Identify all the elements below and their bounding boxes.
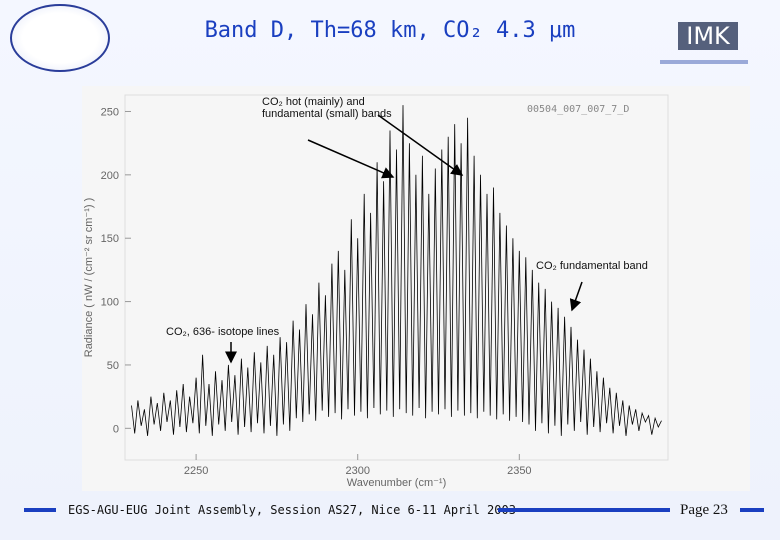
y-axis-label: Radiance ( nW / (cm⁻² sr cm⁻¹) ) [83, 198, 95, 358]
spectrum-line [131, 105, 662, 436]
arrow [307, 139, 395, 179]
imk-logo: IMK [660, 12, 748, 64]
page-number: Page 23 [680, 502, 728, 518]
arrows [225, 114, 583, 364]
annotation: CO₂ fundamental band [536, 260, 648, 272]
y-tick-label: 50 [107, 360, 119, 372]
annotation: CO₂ hot (mainly) and fundamental (small)… [262, 96, 392, 120]
footer-bar [740, 508, 764, 512]
plot-id: 00504_007_007_7_D [527, 104, 630, 115]
slide-title: Band D, Th=68 km, CO₂ 4.3 μm [204, 18, 576, 43]
x-axis-label: Wavenumber (cm⁻¹) [347, 477, 447, 489]
y-tick-label: 200 [101, 170, 119, 182]
logo-text: IMK [678, 22, 738, 50]
plot-frame [124, 94, 669, 461]
x-tick-label: 2350 [507, 465, 531, 477]
institute-logo [10, 4, 110, 72]
annotation: CO₂, 636- isotope lines [166, 326, 280, 338]
footer: EGS-AGU-EUG Joint Assembly, Session AS27… [68, 503, 516, 517]
x-tick-label: 2300 [345, 465, 369, 477]
y-tick-label: 150 [101, 233, 119, 245]
arrow [569, 281, 583, 312]
footer-bar [498, 508, 670, 512]
footer-bar [24, 508, 56, 512]
y-tick-label: 250 [101, 106, 119, 118]
x-tick-label: 2250 [184, 465, 208, 477]
y-tick-label: 0 [113, 423, 119, 435]
y-tick-label: 100 [101, 297, 119, 309]
chart-panel [82, 86, 750, 491]
